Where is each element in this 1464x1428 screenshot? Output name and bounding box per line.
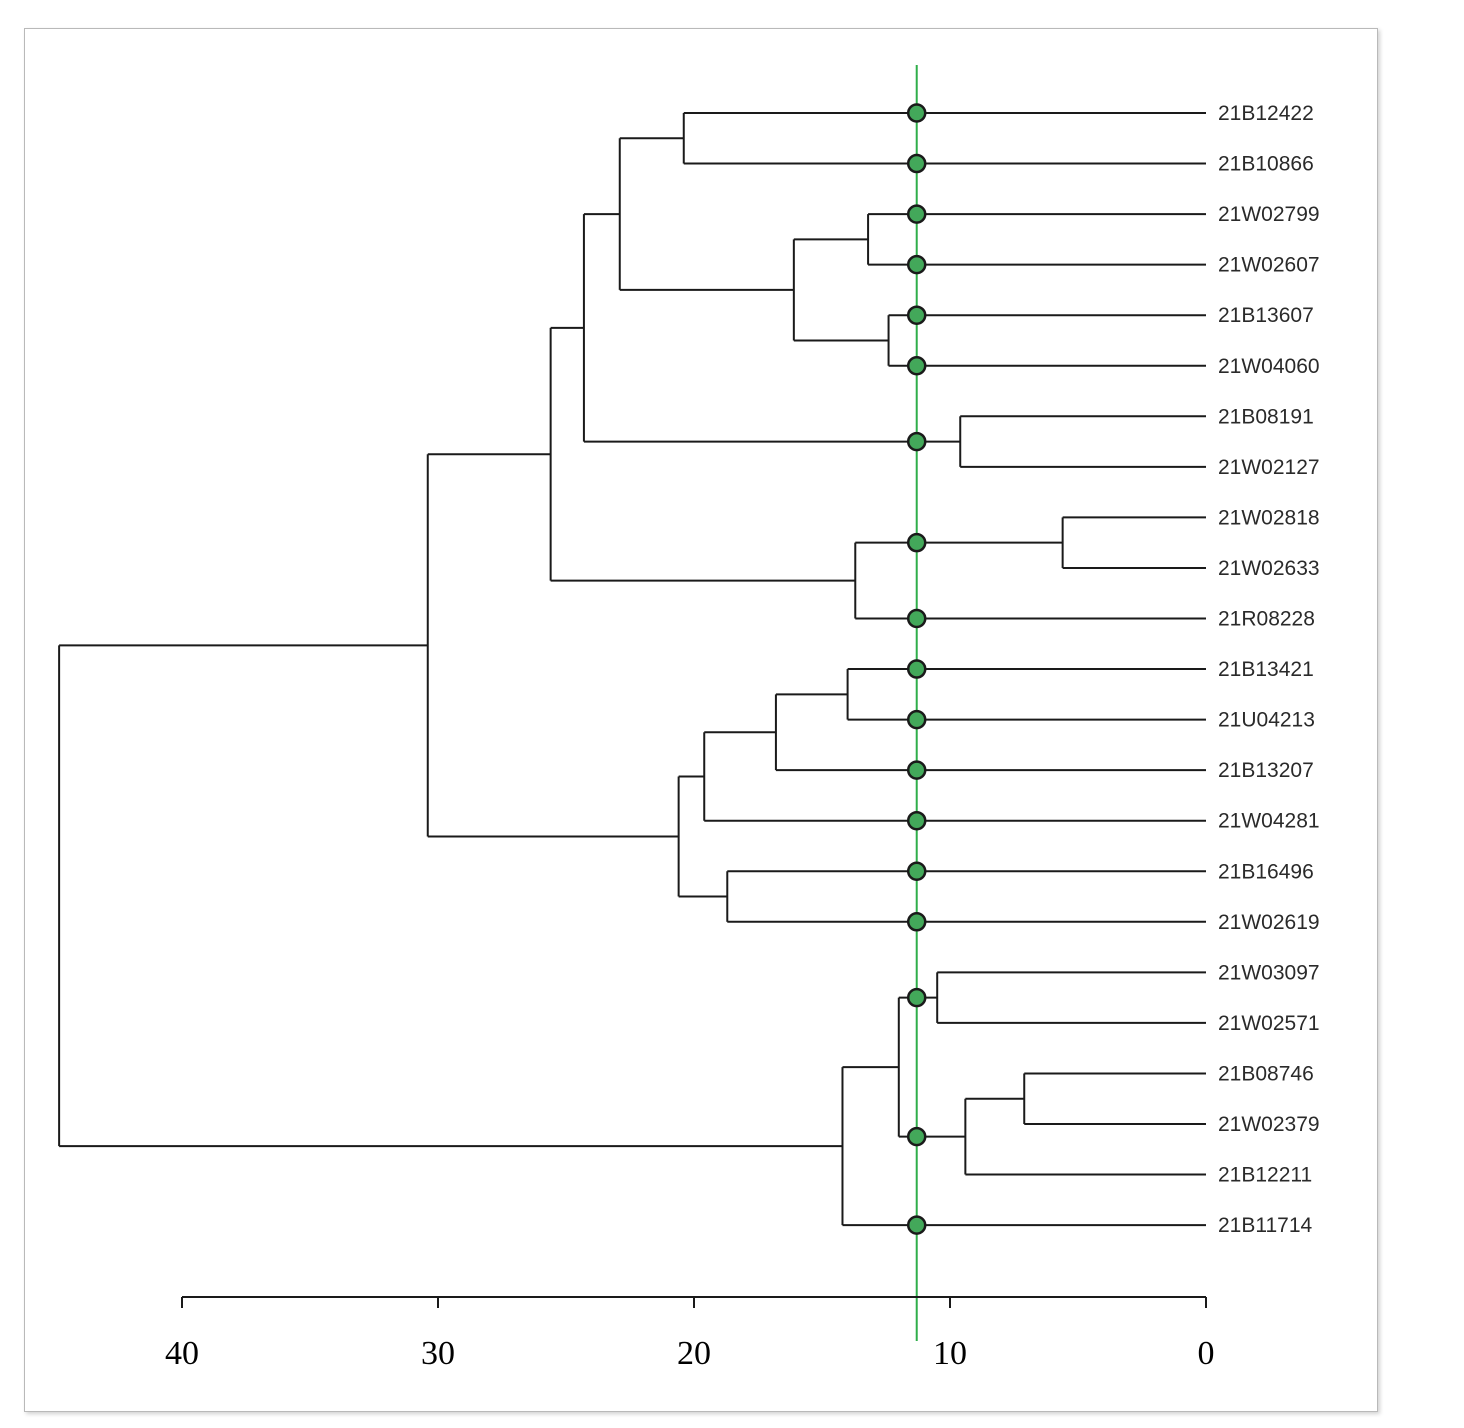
axis-tick-label: 0 — [1198, 1335, 1215, 1372]
branches — [58, 112, 1206, 1227]
cluster-marker — [906, 153, 927, 174]
leaf-label-21w02571: 21W02571 — [1218, 1012, 1320, 1035]
cluster-marker — [906, 810, 927, 831]
figure-frame: 21B12422 21B10866 21W02799 21W02607 21B13607… — [24, 28, 1378, 1412]
cluster-marker — [906, 861, 927, 881]
leaf-label-21w02633: 21W02633 — [1218, 557, 1320, 580]
leaf-label-21b13421: 21B13421 — [1218, 658, 1314, 681]
leaf-label-21b08191: 21B08191 — [1218, 405, 1314, 428]
axis-tick-label: 40 — [165, 1335, 199, 1372]
leaf-label-21b08746: 21B08746 — [1218, 1062, 1314, 1085]
cluster-marker — [906, 305, 927, 325]
cluster-marker — [906, 254, 927, 275]
leaf-labels: 21B12422 21B10866 21W02799 21W02607 21B13607… — [1218, 102, 1320, 1237]
leaf-label-21b11714: 21B11714 — [1218, 1214, 1313, 1237]
cluster-marker — [906, 1126, 927, 1147]
dendrogram-canvas: 21B12422 21B10866 21W02799 21W02607 21B13607… — [58, 65, 1320, 1372]
leaf-label-21b13607: 21B13607 — [1218, 304, 1314, 327]
cluster-marker — [906, 987, 927, 1008]
leaf-label-21b16496: 21B16496 — [1218, 860, 1314, 883]
leaf-label-21w02818: 21W02818 — [1218, 506, 1320, 529]
cluster-marker — [906, 659, 927, 679]
cut-markers — [906, 103, 927, 1235]
cluster-marker — [906, 204, 927, 224]
leaf-label-21w02379: 21W02379 — [1218, 1113, 1320, 1136]
cluster-marker — [906, 709, 927, 730]
leaf-label-21b13207: 21B13207 — [1218, 759, 1314, 782]
cluster-marker — [906, 103, 927, 123]
leaf-label-21w03097: 21W03097 — [1218, 961, 1320, 984]
cluster-marker — [906, 760, 927, 780]
leaf-label-21u04213: 21U04213 — [1218, 709, 1315, 732]
axis-tick-label: 20 — [677, 1335, 711, 1372]
leaf-label-21w04281: 21W04281 — [1218, 810, 1320, 833]
leaf-label-21b12422: 21B12422 — [1218, 102, 1314, 125]
leaf-label-21w02619: 21W02619 — [1218, 911, 1320, 934]
cluster-marker — [906, 1215, 927, 1235]
cluster-marker — [906, 431, 927, 452]
leaf-label-21w02799: 21W02799 — [1218, 203, 1320, 226]
leaf-label-21b12211: 21B12211 — [1218, 1164, 1312, 1187]
leaf-label-21w02607: 21W02607 — [1218, 254, 1320, 277]
cluster-marker — [906, 608, 927, 629]
distance-axis: 40 30 20 10 0 — [165, 1296, 1215, 1372]
axis-tick-label: 10 — [933, 1335, 967, 1372]
cluster-marker — [906, 912, 927, 932]
cluster-marker — [906, 532, 927, 553]
leaf-label-21w02127: 21W02127 — [1218, 456, 1320, 479]
leaf-label-21r08228: 21R08228 — [1218, 608, 1315, 631]
axis-tick-label: 30 — [421, 1335, 455, 1372]
leaf-label-21b10866: 21B10866 — [1218, 153, 1314, 176]
cluster-marker — [906, 356, 927, 376]
leaf-label-21w04060: 21W04060 — [1218, 355, 1320, 378]
